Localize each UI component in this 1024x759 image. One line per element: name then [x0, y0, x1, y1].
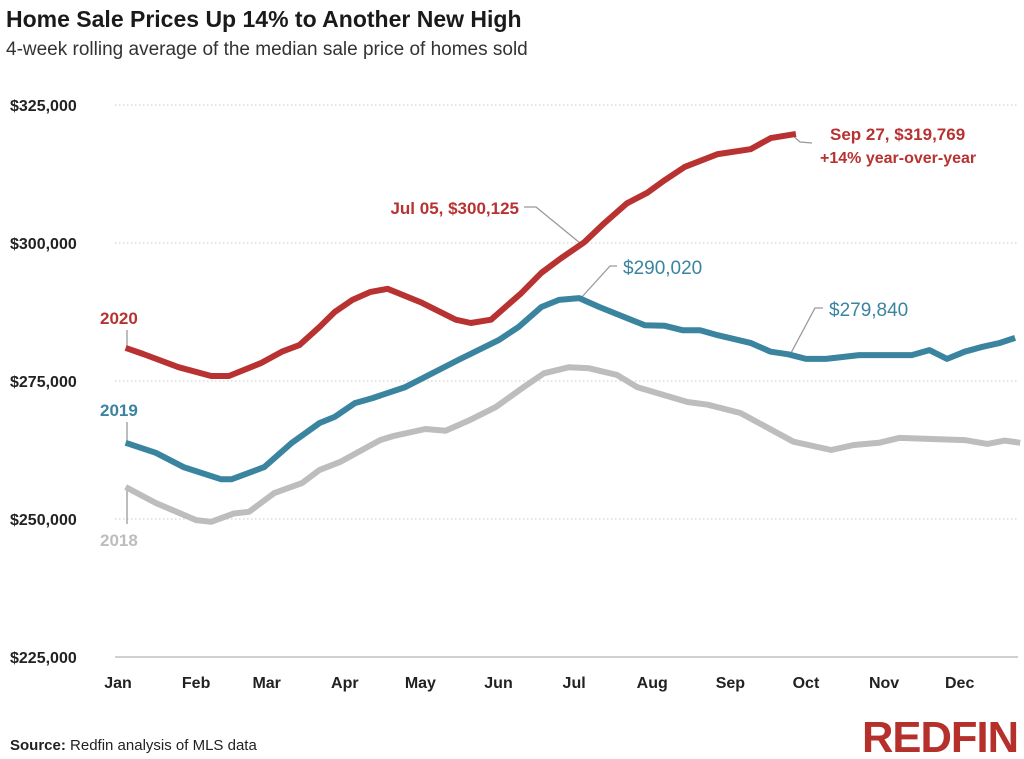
redfin-logo: REDFIN [862, 713, 1018, 759]
label-2019: 2019 [100, 401, 138, 420]
source-text: Redfin analysis of MLS data [66, 737, 258, 754]
source-note: Source: Redfin analysis of MLS data [10, 737, 257, 754]
x-tick-label: Jul [563, 675, 586, 692]
series-line-2019 [124, 295, 1017, 483]
annotation-sep-2019: $279,840 [829, 300, 908, 321]
series-line-2020 [124, 130, 797, 379]
label-2020: 2020 [100, 309, 138, 328]
y-axis: $325,000 $300,000 $275,000 $250,000 $225,000 [10, 98, 77, 667]
series-line-2018 [124, 364, 1021, 525]
y-tick-label: $275,000 [10, 374, 77, 391]
series-lines [124, 130, 1021, 525]
y-tick-label: $225,000 [10, 650, 77, 667]
gridlines [115, 104, 1018, 658]
x-axis: Jan Feb Mar Apr May Jun Jul Aug Sep Oct Nov Dec [104, 675, 974, 692]
annotation-yoy: +14% year-over-year [820, 150, 976, 167]
chart-title: Home Sale Prices Up 14% to Another New H… [6, 6, 522, 32]
leader-peak-2019 [580, 265, 617, 299]
x-tick-label: Feb [182, 675, 211, 692]
y-tick-label: $300,000 [10, 236, 77, 253]
annotation-sep27: Sep 27, $319,769 [830, 125, 965, 144]
annotation-peak-2019: $290,020 [623, 258, 702, 279]
x-tick-label: Aug [637, 675, 668, 692]
chart-subtitle: 4-week rolling average of the median sal… [6, 39, 528, 60]
source-label: Source: [10, 737, 66, 754]
y-tick-label: $250,000 [10, 512, 77, 529]
label-2018: 2018 [100, 531, 138, 550]
leader-sep-2019 [790, 307, 823, 354]
x-tick-label: Mar [252, 675, 280, 692]
x-tick-label: May [405, 675, 436, 692]
annotation-jul05: Jul 05, $300,125 [390, 199, 519, 218]
x-tick-label: Dec [945, 675, 974, 692]
x-tick-label: Nov [869, 675, 899, 692]
leader-jul05 [524, 206, 581, 244]
x-tick-label: Sep [716, 675, 746, 692]
x-tick-label: Oct [793, 675, 820, 692]
y-tick-label: $325,000 [10, 98, 77, 115]
x-tick-label: Apr [331, 675, 359, 692]
annotation-leaders [126, 133, 823, 524]
x-tick-label: Jan [104, 675, 132, 692]
x-tick-label: Jun [484, 675, 512, 692]
